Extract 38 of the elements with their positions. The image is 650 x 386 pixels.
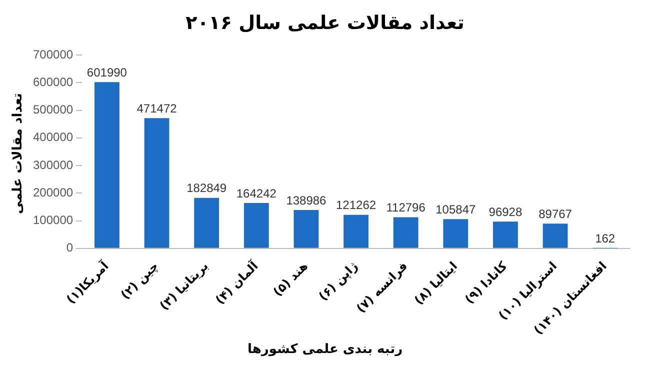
y-tick-label: 500000 xyxy=(32,102,74,117)
y-tick-label: 100000 xyxy=(32,213,74,228)
y-tick-label: 0 xyxy=(66,240,74,255)
data-label: 182849 xyxy=(186,181,227,196)
bar xyxy=(542,224,568,248)
x-tick-label: ایتالیا (۸) xyxy=(412,258,460,308)
x-tick-label: آمریکا(۱) xyxy=(62,258,112,307)
bar xyxy=(344,214,368,248)
data-label: 105847 xyxy=(436,202,476,216)
y-tick-label: 600000 xyxy=(32,74,74,89)
y-tick-label: 200000 xyxy=(32,185,74,200)
data-label: 138986 xyxy=(286,193,327,208)
bar xyxy=(443,219,468,248)
x-tick-label: ژاپن (۶) xyxy=(316,258,360,304)
y-tick-label: 400000 xyxy=(32,130,74,144)
data-label: 96928 xyxy=(488,204,522,219)
data-label: 121262 xyxy=(336,198,376,212)
bar xyxy=(144,118,170,248)
data-label: 471472 xyxy=(136,101,178,116)
bar xyxy=(194,198,220,248)
data-label: 164242 xyxy=(236,186,277,200)
data-label: 601990 xyxy=(86,65,128,80)
bar xyxy=(393,217,418,248)
x-tick-label: هند (۵) xyxy=(270,258,311,299)
data-label: 112796 xyxy=(386,200,426,215)
y-axis-title: تعداد مقالات علمی xyxy=(10,92,26,216)
x-axis-title: رتبه بندی علمی کشورها xyxy=(246,342,404,357)
bar xyxy=(244,203,269,248)
chart-title: تعداد مقالات علمی سال ۲۰۱۶ xyxy=(184,12,466,34)
y-tick-label: 700000 xyxy=(32,47,74,62)
data-label: 162 xyxy=(595,232,616,246)
x-tick-label: آلمان (۴) xyxy=(212,258,262,307)
bar xyxy=(294,210,319,248)
y-tick-label: 300000 xyxy=(32,158,74,172)
bar xyxy=(94,82,120,248)
bar xyxy=(493,222,518,248)
x-tick-label: کانادا (۹) xyxy=(462,258,510,306)
data-label: 89767 xyxy=(538,206,572,221)
